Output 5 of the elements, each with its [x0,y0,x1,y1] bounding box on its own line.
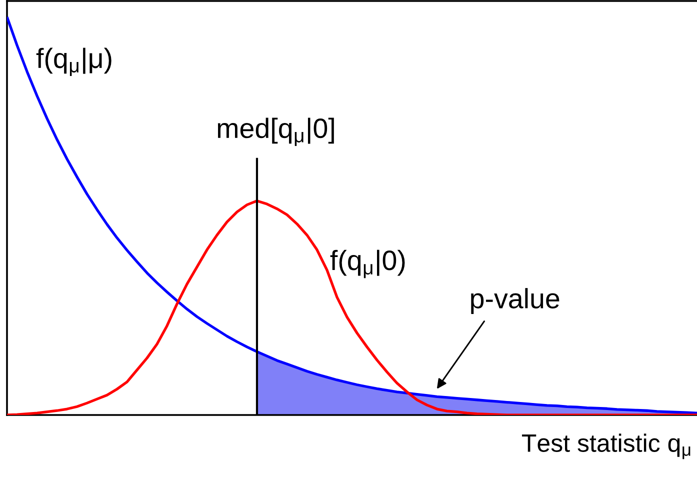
annotation: med[q$_{μ}$|0] [218,118,334,146]
text: p-value [471,288,560,314]
series-label: f(q$_{μ}$|0) [330,250,405,278]
x-axis-title: Test statistic q$_{μ}$ [522,434,690,460]
series-label: f(q$_{μ}$|μ) [36,48,112,76]
